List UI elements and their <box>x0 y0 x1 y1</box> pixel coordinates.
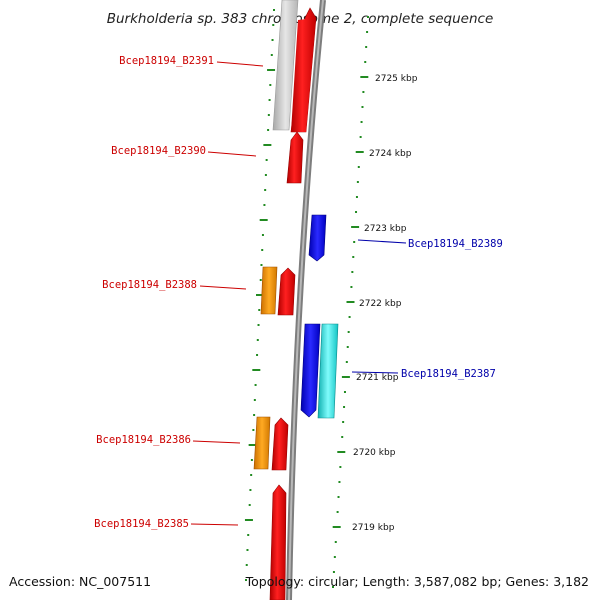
gene-B2391-grey[interactable] <box>272 0 299 131</box>
gene-label-B2390[interactable]: Bcep18194_B2390 <box>111 145 206 157</box>
gene-B2387-cyan[interactable] <box>317 323 339 419</box>
gene-label-B2387[interactable]: Bcep18194_B2387 <box>401 368 496 380</box>
gene-label-B2386[interactable]: Bcep18194_B2386 <box>96 434 191 446</box>
kbp-label: 2720 kbp <box>353 448 396 458</box>
gene-B2388-orange[interactable] <box>260 266 278 315</box>
gene-B2388[interactable] <box>277 267 296 316</box>
gene-label-B2388[interactable]: Bcep18194_B2388 <box>102 279 197 291</box>
gene-B2387[interactable] <box>300 323 321 418</box>
map-title: Burkholderia sp. 383 chromosome 2, compl… <box>107 11 494 27</box>
kbp-label: 2719 kbp <box>352 523 395 533</box>
scale-labels: 2725 kbp 2724 kbp 2723 kbp 2722 kbp 2721… <box>352 74 418 533</box>
gene-B2390[interactable] <box>286 131 304 184</box>
gene-B2391[interactable] <box>290 7 317 133</box>
chromosome-backbone-highlight <box>288 0 324 600</box>
topology-text: Topology: circular; Length: 3,587,082 bp… <box>245 574 589 589</box>
label-leaders <box>190 61 407 526</box>
gene-B2386-orange[interactable] <box>253 416 271 470</box>
tick-tracks <box>244 9 369 588</box>
gene-labels: Bcep18194_B2391 Bcep18194_B2390 Bcep1819… <box>94 55 503 530</box>
gene-label-B2391[interactable]: Bcep18194_B2391 <box>119 55 214 67</box>
accession-text: Accession: NC_007511 <box>9 574 151 589</box>
kbp-label: 2723 kbp <box>364 224 407 234</box>
kbp-label: 2721 kbp <box>356 373 399 383</box>
gene-label-B2389[interactable]: Bcep18194_B2389 <box>408 238 503 250</box>
kbp-label: 2722 kbp <box>359 299 402 309</box>
gene-B2389[interactable] <box>308 214 327 262</box>
gene-B2386[interactable] <box>271 417 289 471</box>
kbp-label: 2724 kbp <box>369 149 412 159</box>
gene-label-B2385[interactable]: Bcep18194_B2385 <box>94 518 189 530</box>
gene-B2385[interactable] <box>269 484 287 600</box>
kbp-label: 2725 kbp <box>375 74 418 84</box>
